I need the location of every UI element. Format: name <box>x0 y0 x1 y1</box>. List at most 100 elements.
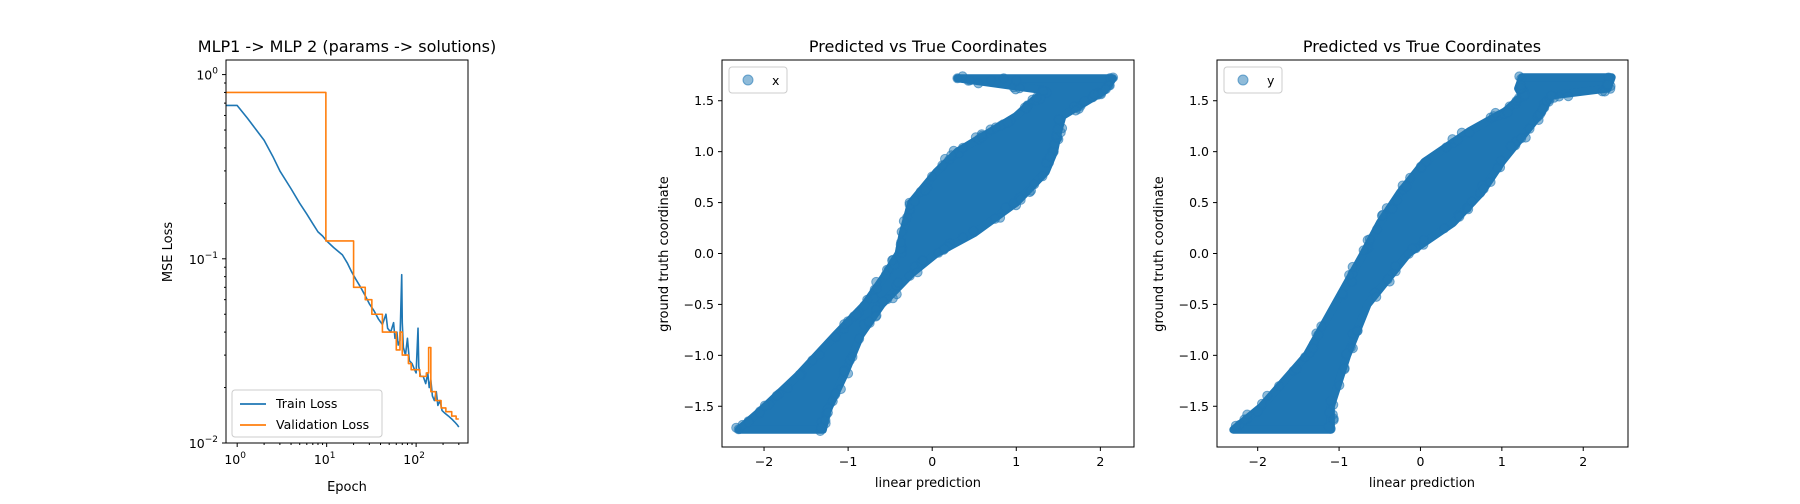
y-chart-scatter-point <box>1323 421 1334 432</box>
y-chart-y-tick-label: −1.5 <box>1179 399 1209 414</box>
x-chart-scatter-point <box>1045 151 1056 162</box>
x-chart-scatter-point <box>1037 171 1048 182</box>
x-chart-outlier-point <box>973 78 984 89</box>
y-chart-scatter-point <box>1334 380 1345 391</box>
x-chart-scatter-point <box>939 243 950 254</box>
y-chart-scatter-point <box>1364 234 1375 245</box>
y-chart-scatter-point <box>1274 381 1284 392</box>
y-chart-y-tick-label: 1.0 <box>1189 144 1209 159</box>
x-chart-y-tick-label: 0.0 <box>694 246 714 261</box>
x-chart-scatter-point <box>927 171 937 182</box>
y-chart-scatter-point <box>1485 177 1496 187</box>
loss-y-axis-label: MSE Loss <box>161 222 176 283</box>
x-chart-y-tick-label: −1.5 <box>684 399 714 414</box>
y-chart-x-axis-label: linear prediction <box>1369 476 1475 491</box>
x-chart-scatter-point <box>877 296 888 307</box>
loss-y-tick-label: 10−2 <box>189 435 218 451</box>
y-coordinate-panel: −2 −1 0 1 2 −1.5 −1.0 −0.5 0.0 0.5 1.0 1.5 Predict… <box>1152 37 1629 491</box>
y-chart-scatter-point <box>1405 172 1416 183</box>
x-chart-x-tick-label: 1 <box>1012 454 1020 469</box>
legend-label-validation: Validation Loss <box>276 417 369 432</box>
y-chart-y-tick-label: 0.0 <box>1189 246 1209 261</box>
x-chart-scatter-point <box>909 196 920 207</box>
x-chart-outlier-point <box>952 73 963 84</box>
x-chart-scatter-point <box>1038 86 1049 96</box>
y-chart-scatter-point <box>1352 326 1363 336</box>
x-chart-scatter-point <box>898 216 909 227</box>
y-chart-scatter-point <box>1537 103 1548 114</box>
x-chart-y-tick-label: 1.0 <box>694 144 714 159</box>
y-chart-scatter-point <box>1339 363 1350 374</box>
x-chart-scatter-point <box>893 277 904 288</box>
y-chart-scatter-point <box>1262 390 1273 401</box>
x-chart-scatter-point <box>822 407 833 418</box>
y-chart-scatter-point <box>1372 224 1383 235</box>
y-chart-x-tick-label: −1 <box>1330 454 1348 469</box>
x-chart-scatter-point <box>854 333 865 344</box>
y-chart-scatter-point <box>1421 156 1432 167</box>
loss-chart-title: MLP1 -> MLP 2 (params -> solutions) <box>198 37 496 56</box>
x-chart-scatter-point <box>759 400 770 411</box>
x-chart-scatter-point <box>838 366 849 377</box>
y-chart-scatter-band <box>1229 73 1616 434</box>
x-chart-outlier-point <box>965 75 975 86</box>
x-chart-scatter-point <box>1089 89 1100 100</box>
x-chart-scatter-point <box>847 351 858 362</box>
y-chart-scatter-point <box>1257 398 1267 409</box>
y-chart-scatter-point <box>1452 135 1463 146</box>
x-chart-scatter-point <box>958 142 968 153</box>
y-chart-scatter-point <box>1418 235 1429 245</box>
y-chart-scatter-point <box>1358 245 1369 256</box>
y-chart-scatter-point <box>1242 409 1253 420</box>
loss-legend: Train Loss Validation Loss <box>231 389 383 438</box>
x-chart-scatter-point <box>896 237 906 248</box>
y-chart-scatter-point <box>1316 321 1327 332</box>
legend-label-y: y <box>1267 73 1275 88</box>
x-chart-scatter-point <box>957 232 968 243</box>
x-chart-scatter-point <box>920 185 931 196</box>
x-chart-scatter-point <box>859 300 870 311</box>
x-coordinate-panel: −2 −1 0 1 2 −1.5 −1.0 −0.5 0.0 0.5 1.0 1.5 Predict… <box>657 37 1135 491</box>
y-legend: y <box>1223 66 1283 94</box>
y-chart-scatter-point <box>1524 123 1535 134</box>
y-chart-scatter-point <box>1387 203 1398 214</box>
train-loss-line <box>226 104 460 428</box>
y-chart-scatter-point <box>1490 107 1501 118</box>
x-chart-scatter-point <box>904 270 915 281</box>
y-chart-scatter-point <box>1454 211 1465 222</box>
x-chart-outlier-point <box>998 73 1009 84</box>
x-chart-scatter-point <box>771 390 782 401</box>
x-chart-scatter-point <box>1031 92 1042 103</box>
x-chart-scatter-point <box>918 255 928 266</box>
x-chart-scatter-point <box>1108 72 1119 83</box>
loss-x-tick-label: 100 <box>224 451 246 467</box>
x-chart-scatter-point <box>880 269 891 280</box>
x-chart-x-axis-label: linear prediction <box>875 476 981 491</box>
y-chart-scatter-point <box>1439 223 1450 234</box>
y-chart-x-tick-label: −2 <box>1248 454 1266 469</box>
x-chart-y-axis-label: ground truth coordinate <box>657 176 672 332</box>
x-chart-x-tick-label: 0 <box>928 454 936 469</box>
loss-x-axis-label: Epoch <box>327 480 367 495</box>
x-chart-scatter-point <box>794 369 805 380</box>
x-chart-scatter-point <box>814 350 825 360</box>
x-chart-y-tick-label: −0.5 <box>684 297 714 312</box>
y-chart-scatter-point <box>1546 90 1557 101</box>
x-chart-scatter-point <box>1052 123 1063 134</box>
y-chart-scatter-point <box>1337 288 1348 299</box>
x-chart-scatter-point <box>937 160 948 171</box>
y-chart-scatter-point <box>1347 343 1358 354</box>
x-chart-scatter-point <box>731 422 742 433</box>
x-chart-scatter-point <box>830 332 841 343</box>
loss-plot-frame <box>225 59 469 444</box>
y-legend-box <box>1223 66 1283 94</box>
y-chart-scatter-point <box>1463 204 1474 215</box>
x-chart-scatter-point <box>863 316 874 327</box>
x-chart-scatter-point <box>1000 202 1011 213</box>
legend-label-x: x <box>772 73 779 88</box>
y-chart-scatter-point <box>1382 274 1393 285</box>
y-chart-y-tick-label: −1.0 <box>1179 348 1209 363</box>
loss-x-tick-label: 102 <box>403 451 425 467</box>
y-chart-title: Predicted vs True Coordinates <box>1303 37 1541 56</box>
